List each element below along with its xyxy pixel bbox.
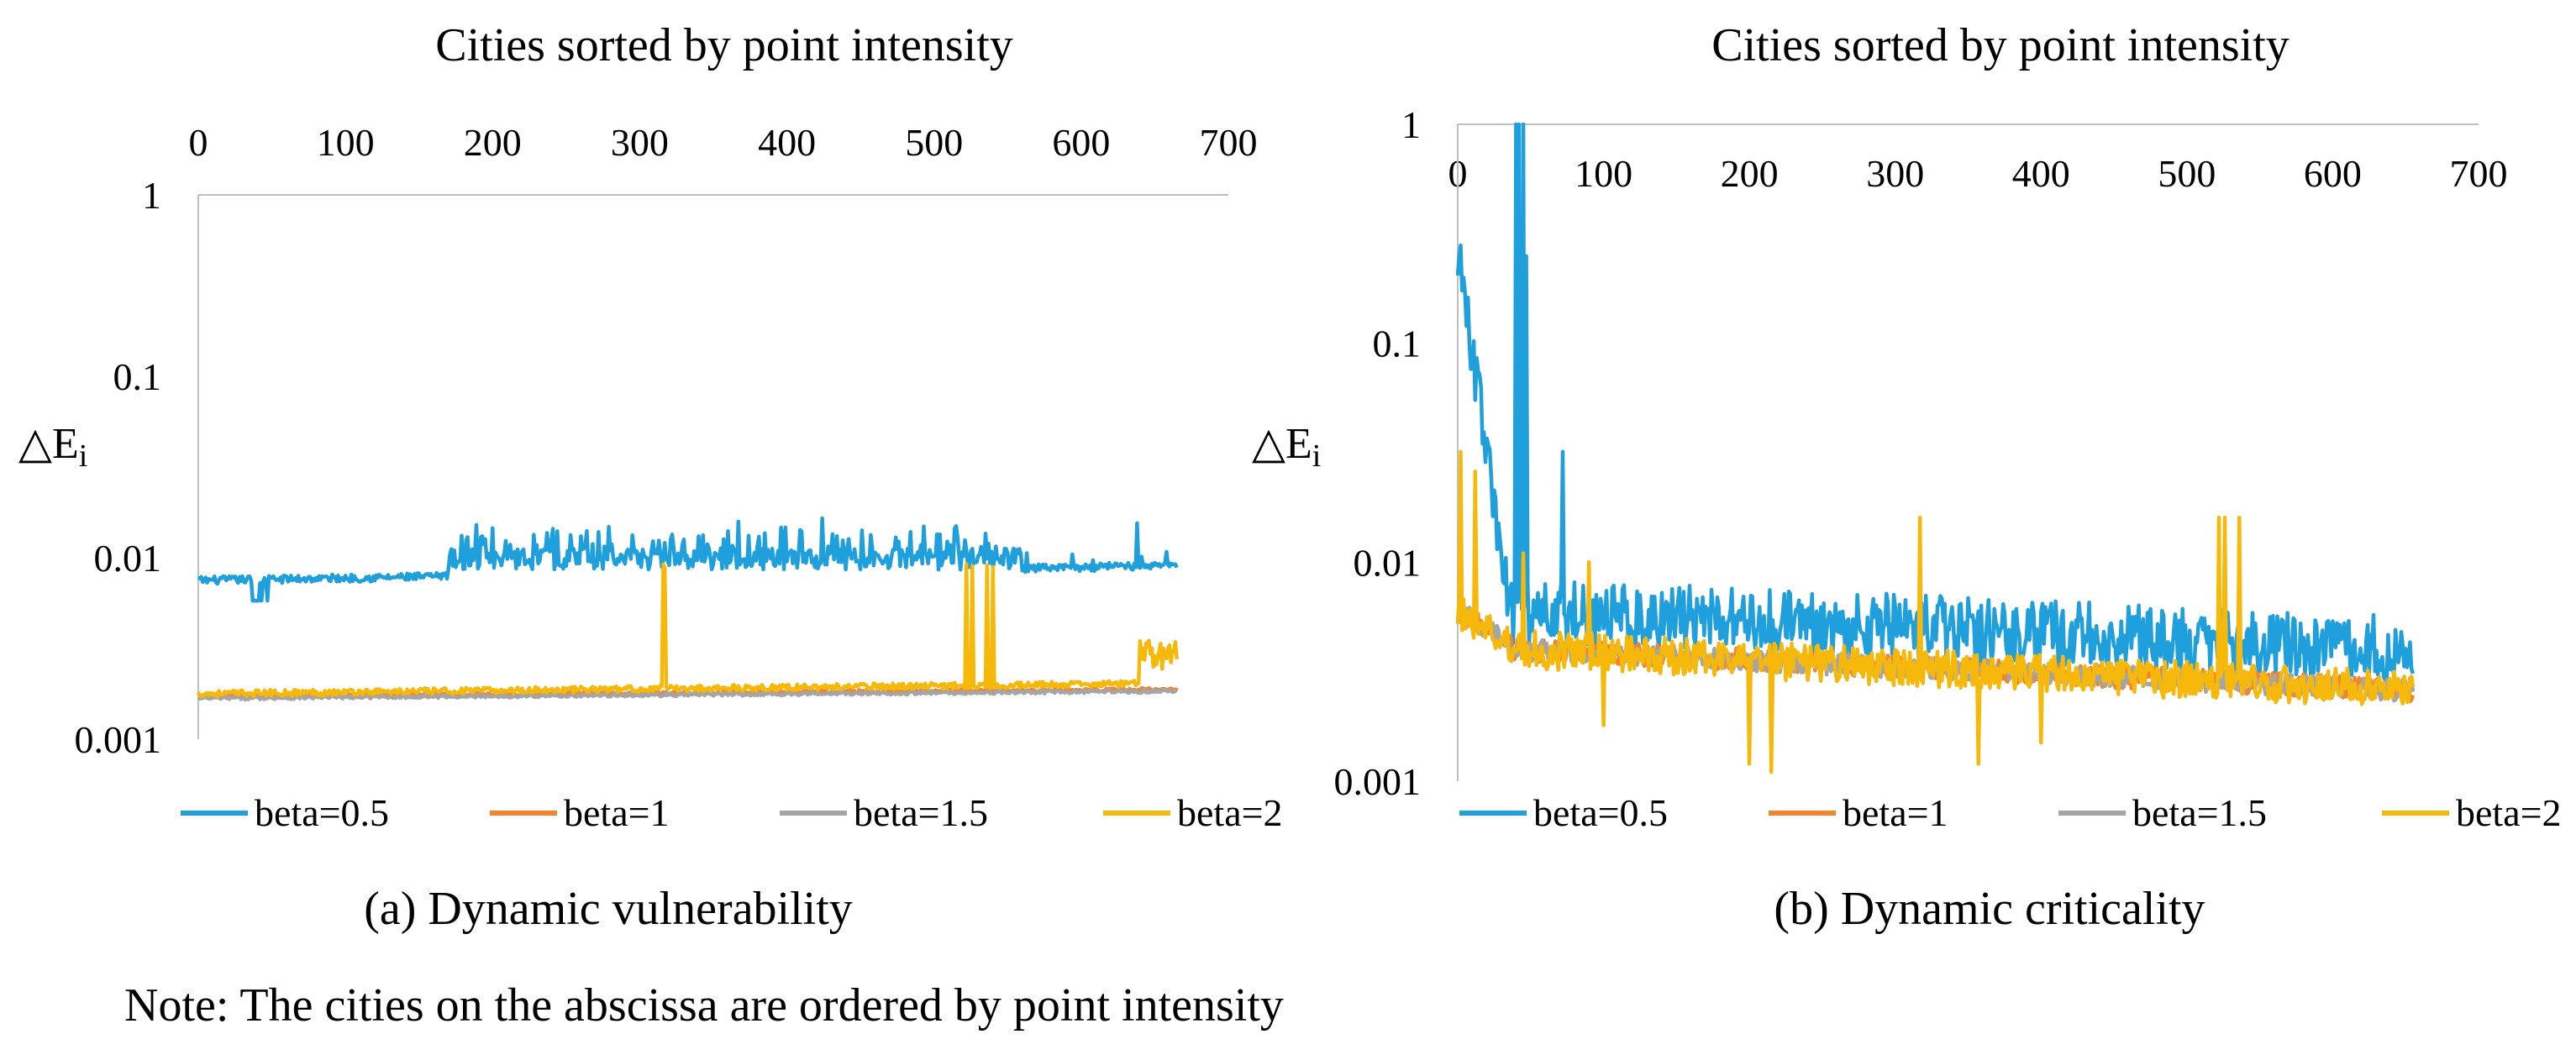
panel-a-x-tick: 100 <box>317 121 375 164</box>
panel-a-y-tick: 0.1 <box>113 355 162 398</box>
panel-b-x-tick: 500 <box>2158 152 2216 195</box>
panel-a-x-tick: 200 <box>464 121 522 164</box>
panel-a-series-beta-0-5 <box>197 516 1179 603</box>
panel-a-x-tick: 0 <box>189 121 208 164</box>
panel-b-y-tick: 1 <box>1401 103 1421 146</box>
legend-label-beta-1-5: beta=1.5 <box>854 791 988 834</box>
panel-a-y-ticks: 1 0.1 0.01 0.001 <box>75 174 162 761</box>
panel-b-y-label-sub: i <box>1312 438 1322 474</box>
panel-b-legend: beta=0.5 beta=1 beta=1.5 beta=2 <box>1459 791 2562 834</box>
panel-b: Cities sorted by point intensity 0 100 200… <box>1252 19 2562 935</box>
panel-b-title: Cities sorted by point intensity <box>1711 19 2289 71</box>
panel-b-x-tick: 300 <box>1866 152 1924 195</box>
panel-a-x-ticks: 0 100 200 300 400 500 600 700 <box>189 121 1258 164</box>
panel-a-title: Cities sorted by point intensity <box>435 19 1013 71</box>
panel-a-series-beta-1-5 <box>197 688 1178 702</box>
panel-a-x-tick: 400 <box>758 121 816 164</box>
panel-b-caption: (b) Dynamic criticality <box>1774 883 2205 935</box>
panel-a-y-label: △Ei <box>18 420 87 474</box>
panel-a-x-tick: 500 <box>905 121 963 164</box>
panel-b-y-tick: 0.1 <box>1373 323 1422 365</box>
panel-b-x-tick: 100 <box>1575 152 1632 195</box>
panel-a-y-label-sub: i <box>79 438 88 474</box>
panel-a-series <box>196 516 1179 702</box>
panel-a-caption: (a) Dynamic vulnerability <box>364 883 853 935</box>
legend-label-beta-0-5: beta=0.5 <box>255 791 389 834</box>
panel-b-x-ticks: 0 100 200 300 400 500 600 700 <box>1448 152 2508 195</box>
figure-note: Note: The cities on the abscissa are ord… <box>124 979 1284 1031</box>
legend-label-beta-0-5: beta=0.5 <box>1533 791 1668 834</box>
panel-b-series-beta-0-5 <box>1455 122 2416 683</box>
panel-a-series-beta-2 <box>196 562 1179 699</box>
panel-a-y-tick: 1 <box>142 174 161 217</box>
panel-a-x-tick: 700 <box>1200 121 1258 164</box>
legend-label-beta-1-5: beta=1.5 <box>2132 791 2267 834</box>
panel-a-x-tick: 600 <box>1052 121 1110 164</box>
panel-a-legend: beta=0.5 beta=1 beta=1.5 beta=2 <box>181 791 1283 834</box>
legend-label-beta-1: beta=1 <box>564 791 670 834</box>
panel-b-series <box>1455 122 2416 774</box>
panel-a-y-tick: 0.001 <box>75 718 162 761</box>
panel-a-x-tick: 300 <box>611 121 669 164</box>
panel-a-y-label-main: △E <box>18 420 79 468</box>
legend-label-beta-1: beta=1 <box>1843 791 1948 834</box>
panel-a: Cities sorted by point intensity 0 100 200… <box>18 19 1283 935</box>
panel-a-y-tick: 0.01 <box>94 537 162 580</box>
panel-b-x-tick: 700 <box>2450 152 2508 195</box>
panel-b-x-tick: 600 <box>2304 152 2362 195</box>
panel-b-series-beta-2 <box>1455 449 2416 774</box>
legend-label-beta-2: beta=2 <box>2456 791 2562 834</box>
legend-label-beta-2: beta=2 <box>1177 791 1283 834</box>
panel-b-y-tick: 0.01 <box>1354 541 1422 584</box>
panel-b-y-ticks: 1 0.1 0.01 0.001 <box>1334 103 1422 803</box>
panel-b-y-label-main: △E <box>1252 420 1312 468</box>
panel-b-x-tick: 200 <box>1721 152 1779 195</box>
panel-b-y-label: △Ei <box>1252 420 1321 474</box>
panel-b-x-tick: 400 <box>2012 152 2070 195</box>
panel-b-y-tick: 0.001 <box>1334 760 1422 803</box>
